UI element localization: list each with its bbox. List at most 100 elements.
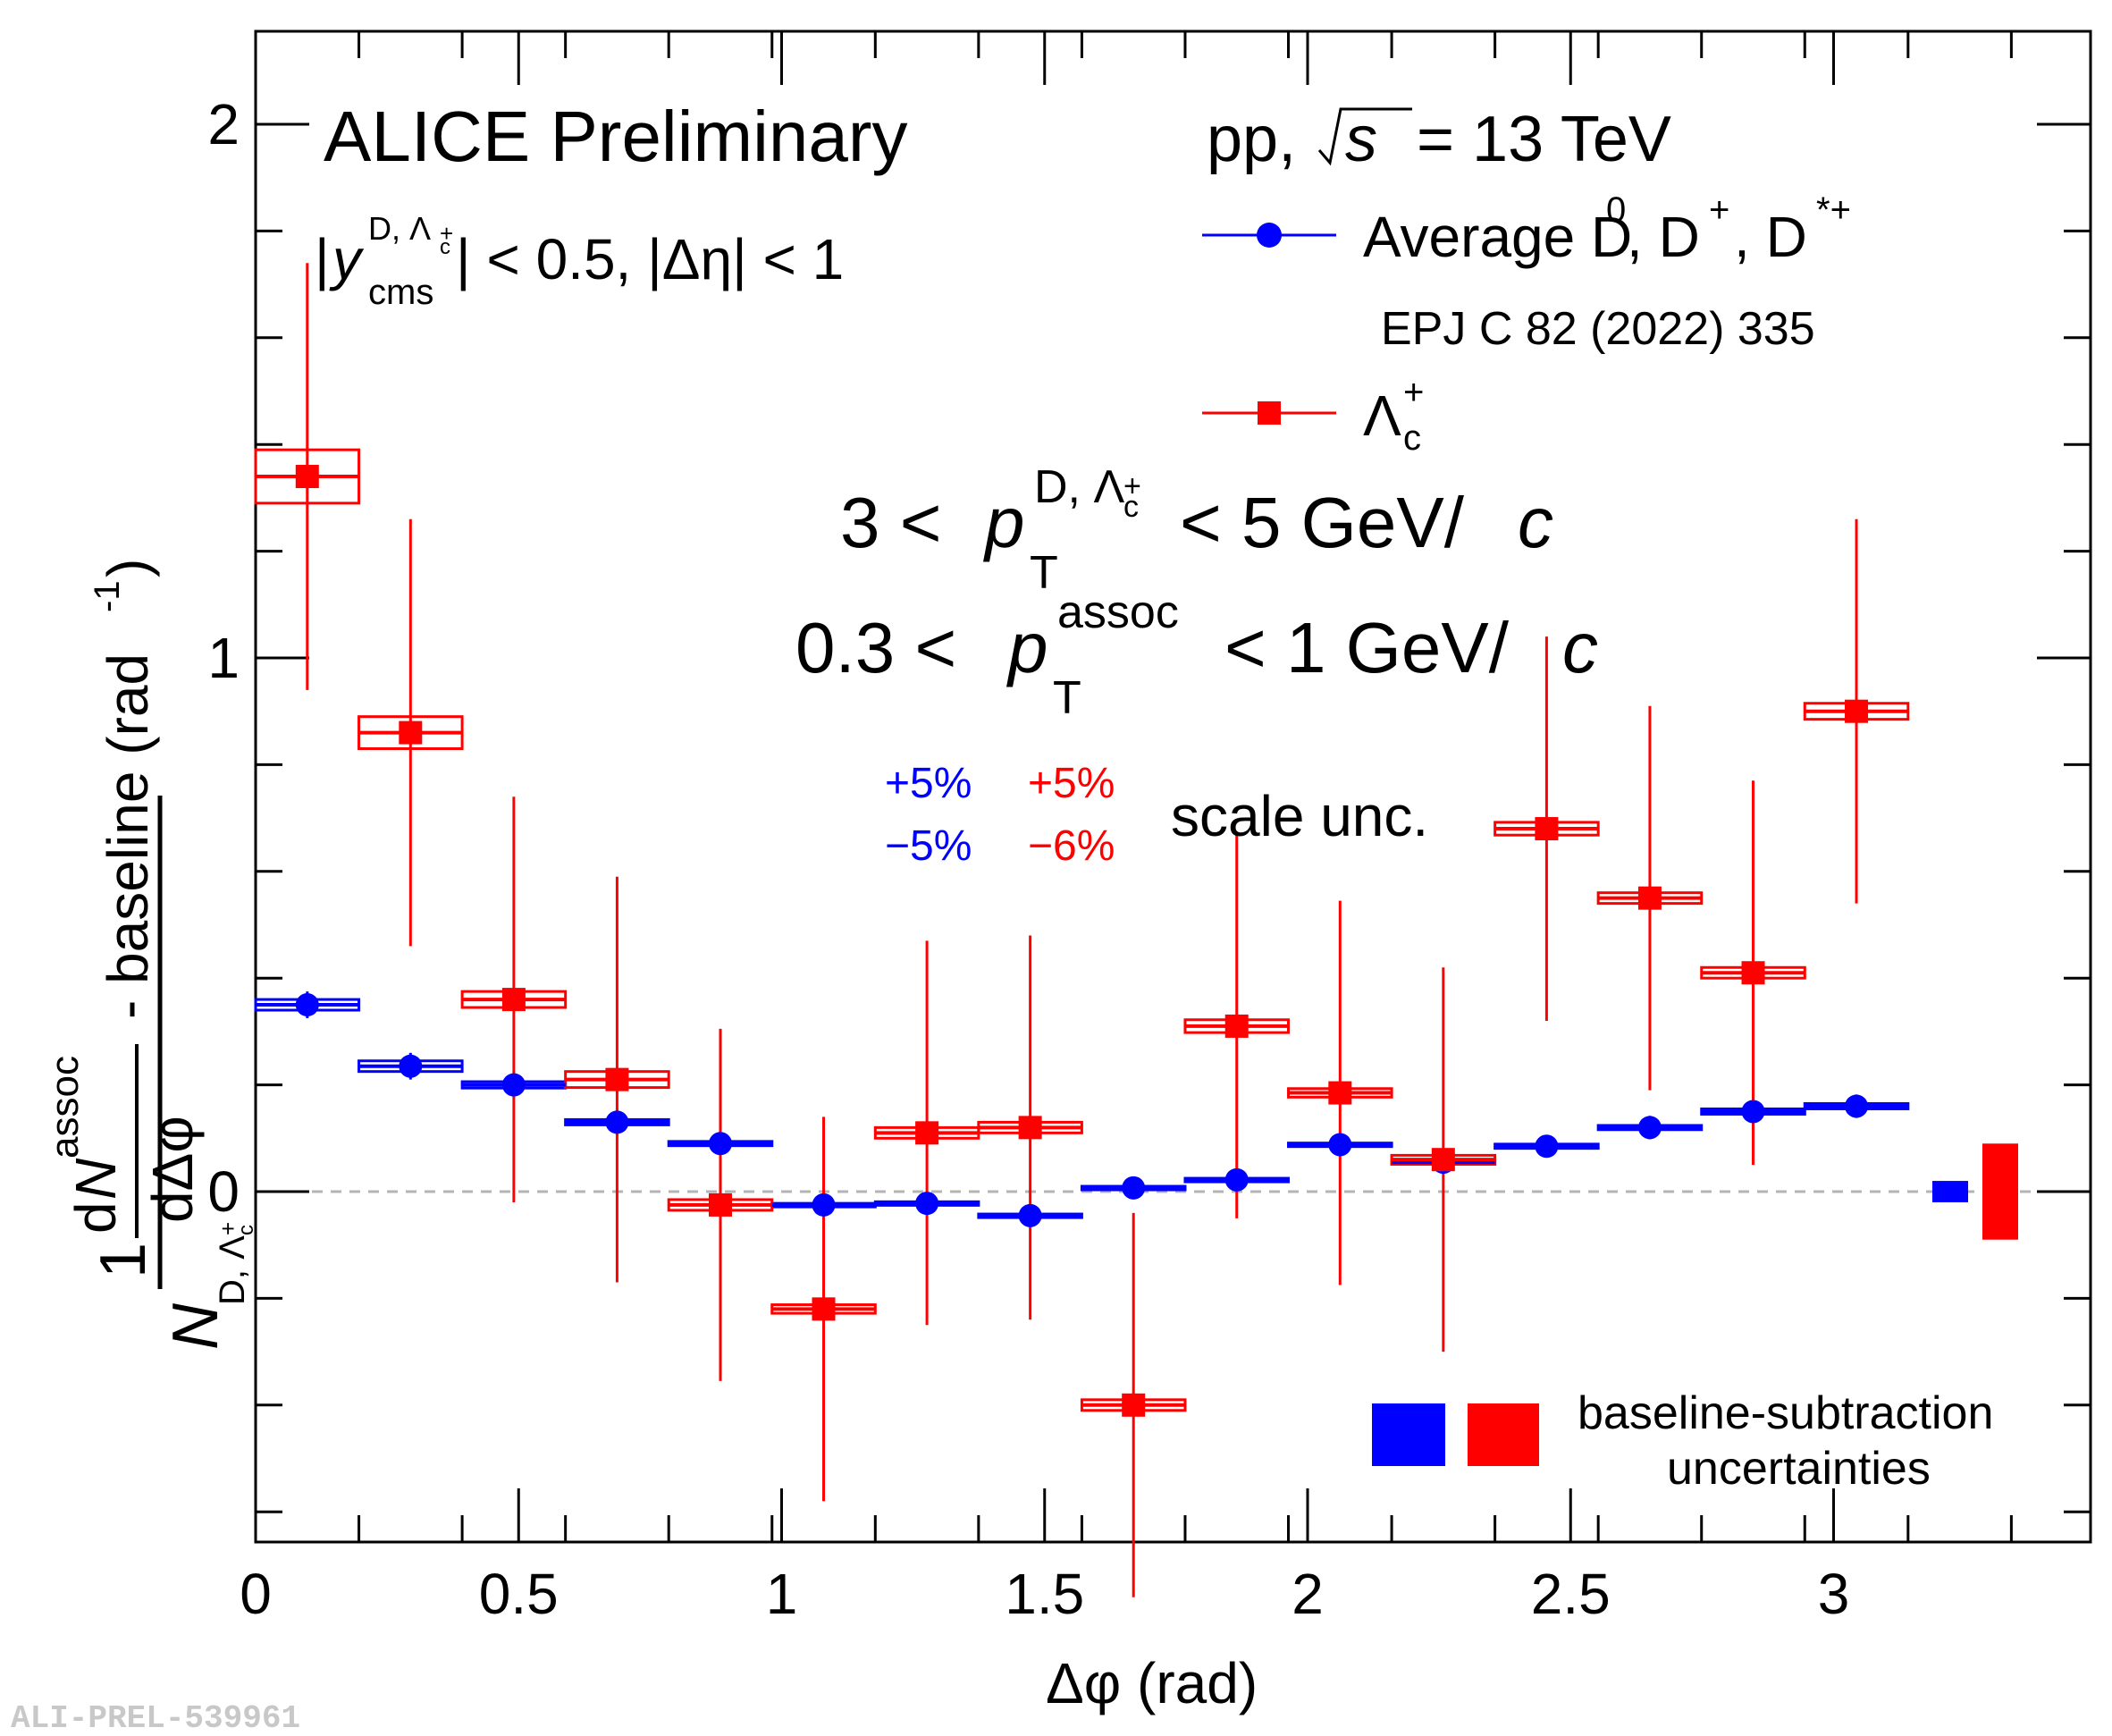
svg-text:c: c — [1123, 490, 1139, 524]
svg-text:, D: , D — [1734, 205, 1807, 269]
pt-assoc-range: 0.3 < p T assoc < 1 GeV/ c — [795, 586, 1598, 724]
svg-text:N: N — [63, 1158, 128, 1200]
y-tick-label: 1 — [207, 626, 240, 690]
dmeson-point — [295, 993, 319, 1017]
svg-text:, D: , D — [1627, 205, 1700, 269]
baseline-unc-band-blue — [1932, 1181, 1968, 1202]
scale-unc-red-down: −6% — [1028, 822, 1115, 870]
x-tick-label: 1 — [766, 1562, 798, 1626]
lambdac-point — [708, 1192, 732, 1217]
kinematic-cut-value: | < 0.5, |Δη| < 1 — [456, 227, 844, 291]
svg-text:c: c — [1518, 483, 1553, 562]
data-markers — [295, 465, 1869, 1417]
dmeson-point — [1122, 1176, 1146, 1200]
svg-text:+: + — [1709, 190, 1729, 230]
svg-text:c: c — [234, 1225, 258, 1235]
dmeson-point — [1224, 1167, 1249, 1192]
svg-text:N: N — [160, 1302, 231, 1350]
svg-text:*+: *+ — [1816, 190, 1851, 230]
svg-text:c: c — [1403, 418, 1421, 458]
dmeson-point — [1018, 1203, 1042, 1227]
lambdac-point — [1431, 1148, 1455, 1172]
svg-text:assoc: assoc — [43, 1056, 87, 1159]
baseline-unc-legend-blue — [1372, 1403, 1445, 1466]
svg-text:+: + — [440, 220, 453, 247]
x-tick-label: 1.5 — [1005, 1562, 1084, 1626]
dmeson-point — [1535, 1134, 1559, 1159]
legend-label-dmeson: Average D 0 , D + , D *+ — [1363, 190, 1851, 269]
svg-text:T: T — [1030, 547, 1058, 599]
dmeson-point — [812, 1192, 836, 1217]
svg-text:3 <: 3 < — [840, 483, 941, 562]
x-axis-title: Δφ (rad) — [1046, 1651, 1258, 1715]
svg-text:Λ: Λ — [1363, 383, 1401, 448]
svg-text:): ) — [96, 559, 160, 577]
svg-text:p: p — [1006, 608, 1048, 687]
lambdac-point — [1637, 886, 1662, 910]
svg-text:0: 0 — [1606, 190, 1626, 230]
dmeson-point — [1845, 1094, 1869, 1118]
legend: Average D 0 , D + , D *+ EPJ C 82 (2022)… — [1202, 190, 1851, 458]
svg-text:+: + — [1123, 469, 1141, 503]
collision-label: pp, — [1207, 104, 1296, 175]
svg-text:D, Λ: D, Λ — [213, 1235, 252, 1305]
scale-unc-blue-down: −5% — [885, 822, 972, 870]
svg-text:< 1 GeV/: < 1 GeV/ — [1224, 608, 1510, 687]
dmeson-point — [915, 1192, 939, 1216]
svg-text:+: + — [215, 1222, 241, 1235]
lambdac-point — [915, 1121, 939, 1145]
svg-text:c: c — [440, 235, 450, 259]
scale-unc-blue-up: +5% — [885, 760, 972, 807]
lambdac-point — [295, 465, 319, 489]
plot-frame — [254, 29, 2092, 1544]
lambdac-point — [1535, 817, 1559, 841]
svg-text:c: c — [1562, 608, 1598, 687]
svg-text:D, Λ: D, Λ — [368, 210, 431, 247]
baseline-uncertainty-bands — [1932, 1143, 2018, 1240]
legend-reference: EPJ C 82 (2022) 335 — [1381, 303, 1815, 355]
dmeson-point — [399, 1054, 423, 1078]
y-tick-label: 0 — [207, 1159, 240, 1224]
dmeson-point — [1637, 1116, 1662, 1140]
svg-text:- baseline (rad: - baseline (rad — [96, 653, 160, 1019]
lambdac-point — [1122, 1393, 1146, 1417]
svg-text:0.3 <: 0.3 < — [795, 608, 956, 687]
dmeson-point — [1328, 1133, 1352, 1157]
lambdac-point — [1845, 699, 1869, 723]
dmeson-point — [708, 1132, 732, 1156]
baseline-unc-legend-red — [1468, 1403, 1539, 1466]
tick-labels: 0 0.5 1 1.5 2 2.5 3 0 1 2 — [207, 92, 1849, 1626]
svg-text:-1: -1 — [88, 580, 127, 612]
x-tick-label: 0.5 — [479, 1562, 559, 1626]
watermark: ALI-PREL-539961 — [11, 1700, 300, 1736]
lambdac-point — [812, 1297, 836, 1321]
x-tick-label: 2 — [1292, 1562, 1324, 1626]
dmeson-point — [501, 1073, 526, 1097]
svg-text:< 5 GeV/: < 5 GeV/ — [1180, 483, 1465, 562]
lambdac-point — [1018, 1116, 1042, 1140]
legend-label-lambdac: Λ + c — [1363, 373, 1424, 458]
kinematic-cut: | y D, Λ + c cms | < 0.5, |Δη| < 1 — [315, 210, 844, 312]
lambdac-point — [501, 988, 526, 1012]
dmeson-point — [1741, 1100, 1765, 1124]
baseline-unc-band-red — [1982, 1143, 2018, 1240]
svg-text:dΔφ: dΔφ — [140, 1116, 205, 1223]
axis-ticks — [254, 31, 2091, 1542]
svg-text:Average D: Average D — [1363, 205, 1632, 269]
pt-trigger-range: 3 < p T D, Λ + c < 5 GeV/ c — [840, 461, 1553, 599]
svg-text:|: | — [315, 227, 330, 291]
lambdac-point — [399, 721, 423, 745]
energy-symbol: s — [1345, 104, 1377, 175]
dmeson-point — [605, 1110, 629, 1134]
lambdac-point — [1741, 961, 1765, 985]
y-tick-label: 2 — [207, 92, 240, 156]
lambdac-point — [1328, 1081, 1352, 1105]
y-axis-title: 1 d N assoc dΔφ N D, Λ + c - baseline (r… — [43, 559, 258, 1350]
baseline-unc-label-1: baseline-subtraction — [1578, 1387, 1993, 1439]
svg-text:d: d — [63, 1201, 128, 1234]
sqrt-symbol — [1317, 107, 1412, 166]
scale-unc-red-up: +5% — [1028, 760, 1115, 807]
svg-text:p: p — [983, 483, 1025, 562]
baseline-unc-label-2: uncertainties — [1667, 1443, 1931, 1495]
